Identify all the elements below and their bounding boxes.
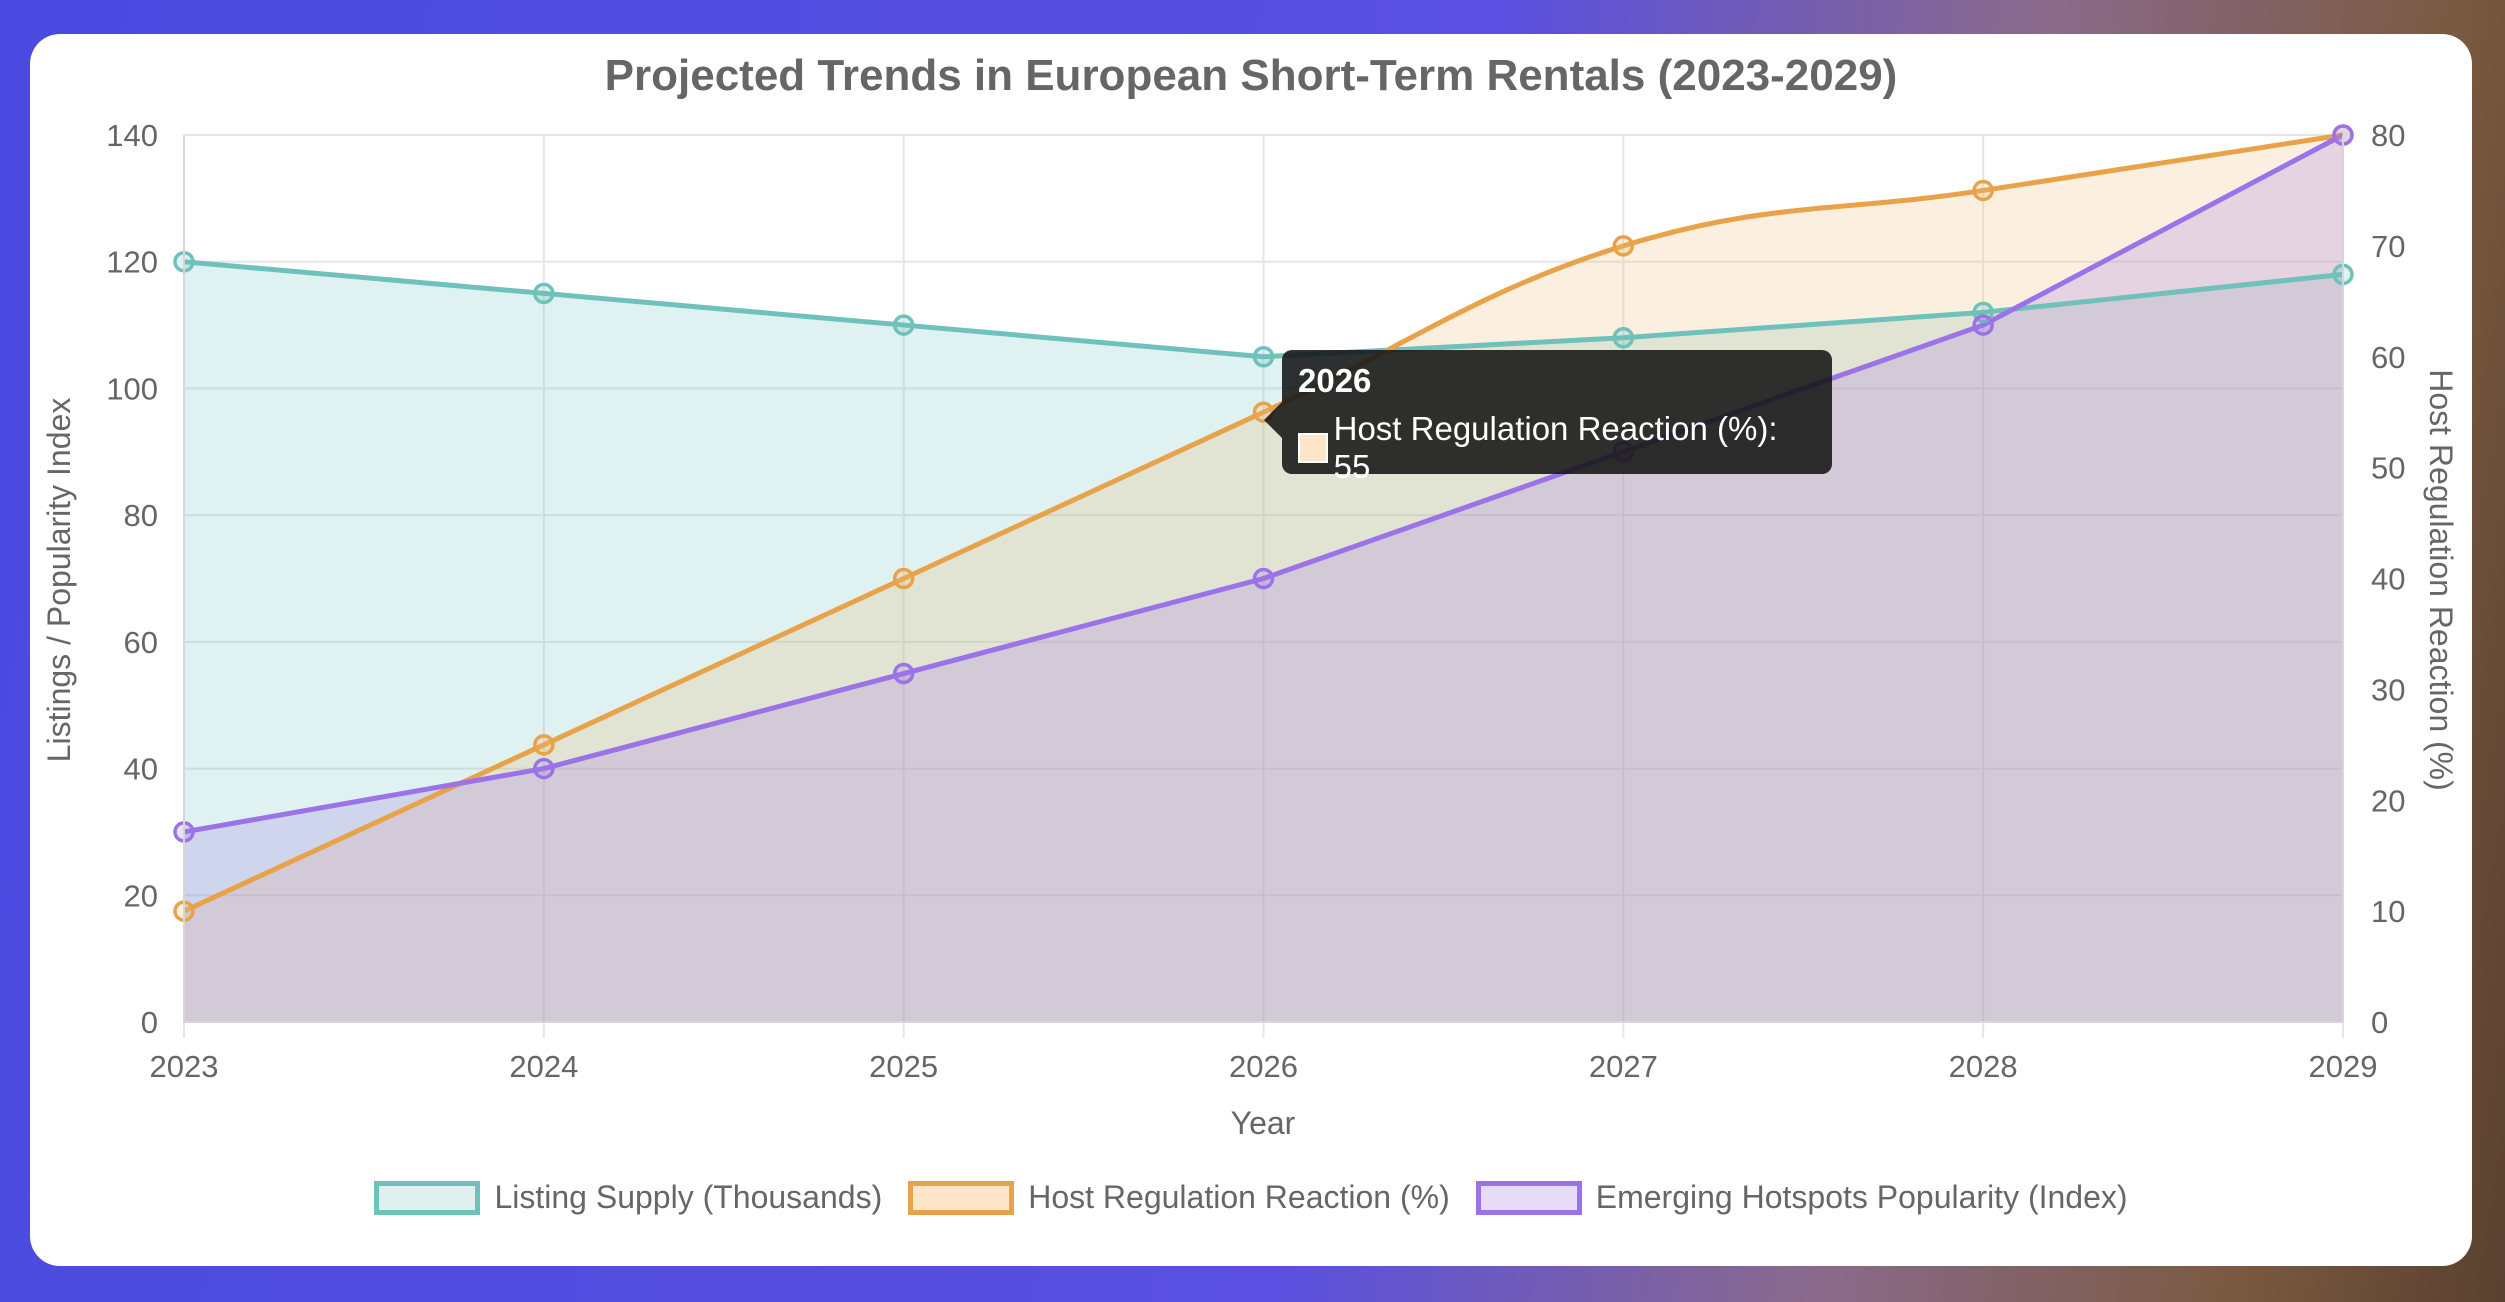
legend-item-emerging-hotspots[interactable]: Emerging Hotspots Popularity (Index) xyxy=(1475,1179,2128,1216)
legend-swatch-host-regulation xyxy=(908,1180,1015,1215)
y-left-tick-label: 140 xyxy=(106,118,158,153)
y-axis-left-label: Listings / Popularity Index xyxy=(41,398,77,763)
x-tick-label: 2024 xyxy=(509,1049,578,1084)
series-line-emerging-hotspots xyxy=(183,132,2345,835)
x-tick-label: 2026 xyxy=(1229,1049,1298,1084)
y-left-tick-label: 20 xyxy=(124,878,158,913)
data-point-host-regulation[interactable] xyxy=(533,734,555,756)
axes: 0 20 40 60 80 100 120 140 0 10 20 30 40 50 60 70 80 2023 2… xyxy=(106,118,2405,1084)
legend-item-host-regulation[interactable]: Host Regulation Reaction (%) xyxy=(908,1179,1450,1216)
y-left-tick-label: 120 xyxy=(106,245,158,280)
x-tick-label: 2027 xyxy=(1589,1049,1658,1084)
data-point-emerging-hotspots[interactable] xyxy=(1252,567,1275,590)
y-right-tick-label: 80 xyxy=(2371,118,2405,153)
y-axis-right-label: Host Regulation Reaction (%) xyxy=(2423,369,2459,791)
data-point-listing-supply[interactable] xyxy=(1252,346,1275,368)
series-points xyxy=(173,124,2354,922)
series-lines xyxy=(182,132,2345,914)
x-tick-label: 2025 xyxy=(869,1049,938,1084)
y-right-tick-label: 30 xyxy=(2371,672,2405,707)
series-line-host-regulation xyxy=(182,132,2344,914)
legend-label-emerging-hotspots: Emerging Hotspots Popularity (Index) xyxy=(1595,1179,2128,1215)
chart-canvas: 0 20 40 60 80 100 120 140 0 10 20 30 40 50 60 70 80 2023 2… xyxy=(41,51,2459,1141)
legend-item-listing-supply[interactable]: Listing Supply (Thousands) xyxy=(374,1179,882,1216)
chart-title: Projected Trends in European Short-Term … xyxy=(605,51,1898,100)
y-left-tick-label: 60 xyxy=(124,625,158,660)
legend-swatch-listing-supply xyxy=(374,1180,481,1215)
x-tick-label: 2029 xyxy=(2309,1049,2378,1084)
data-point-emerging-hotspots[interactable] xyxy=(533,757,555,780)
y-right-tick-label: 60 xyxy=(2371,340,2405,375)
tooltip-row: Host Regulation Reaction (%): 55 xyxy=(1298,410,1816,486)
x-tick-label: 2028 xyxy=(1949,1049,2018,1084)
data-point-host-regulation[interactable] xyxy=(1972,179,1994,202)
legend-label-listing-supply: Listing Supply (Thousands) xyxy=(494,1179,883,1215)
y-right-tick-label: 0 xyxy=(2371,1005,2388,1040)
legend-swatch-emerging-hotspots xyxy=(1475,1180,1582,1215)
x-tick-label: 2023 xyxy=(150,1049,219,1084)
tooltip: 2026 Host Regulation Reaction (%): 55 xyxy=(1264,350,1832,485)
tooltip-swatch xyxy=(1298,433,1328,463)
y-left-tick-label: 40 xyxy=(124,752,158,787)
data-point-listing-supply[interactable] xyxy=(1612,326,1635,349)
y-right-tick-label: 70 xyxy=(2371,229,2405,264)
data-point-host-regulation[interactable] xyxy=(892,567,915,590)
y-left-tick-label: 0 xyxy=(141,1005,158,1040)
y-left-tick-label: 100 xyxy=(106,371,158,406)
data-point-listing-supply[interactable] xyxy=(892,314,915,336)
data-point-host-regulation[interactable] xyxy=(1612,235,1635,257)
y-right-tick-label: 20 xyxy=(2371,783,2405,818)
chart-card: 0 20 40 60 80 100 120 140 0 10 20 30 40 50 60 70 80 2023 2… xyxy=(30,34,2472,1266)
y-left-tick-label: 80 xyxy=(124,498,158,533)
legend-label-host-regulation: Host Regulation Reaction (%) xyxy=(1028,1179,1450,1215)
y-right-tick-label: 50 xyxy=(2371,451,2405,486)
series-line-listing-supply xyxy=(183,259,2344,360)
data-point-emerging-hotspots[interactable] xyxy=(892,662,915,685)
data-point-listing-supply[interactable] xyxy=(533,282,555,305)
y-right-tick-label: 40 xyxy=(2371,562,2405,597)
data-point-emerging-hotspots[interactable] xyxy=(1972,314,1994,336)
tooltip-title: 2026 xyxy=(1298,362,1372,399)
x-axis-label: Year xyxy=(1231,1105,1296,1141)
y-right-tick-label: 10 xyxy=(2371,894,2405,929)
legend: Listing Supply (Thousands) Host Regulati… xyxy=(30,1179,2472,1216)
tooltip-label: Host Regulation Reaction (%): 55 xyxy=(1333,410,1778,485)
